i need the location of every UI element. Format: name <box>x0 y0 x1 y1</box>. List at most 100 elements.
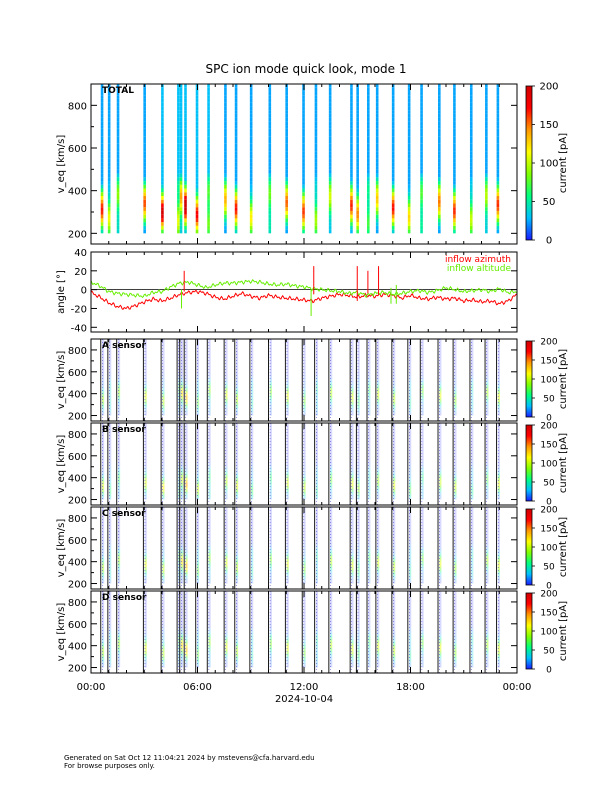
panel-b-scan-cell <box>117 455 121 458</box>
panel-b-scan-cell <box>315 480 319 483</box>
panel-total-scan-cell <box>184 169 187 174</box>
panel-total-scan-cell <box>179 98 183 103</box>
panel-a-scan-cell <box>454 402 457 405</box>
panel-a-scan-cell <box>368 346 371 349</box>
panel-c-scan-cell <box>377 577 380 580</box>
panel-total-scan-cell <box>234 169 238 174</box>
panel-b-scan-cell <box>377 438 380 441</box>
panel-total-scan-cell <box>453 184 456 189</box>
panel-c-scan-cell <box>330 524 333 527</box>
panel-b-scan-cell <box>357 476 360 479</box>
panel-total-scan-cell <box>195 210 199 215</box>
panel-b-scan-cell <box>251 424 254 427</box>
panel-b-scan-cell <box>185 486 188 489</box>
panel-c-scan-cell <box>185 531 188 534</box>
panel-b-scan-cell <box>486 486 489 489</box>
panel-c-scan-cell <box>101 537 105 540</box>
panel-c-scan-cell <box>303 549 306 551</box>
panel-total-scan-cell <box>314 95 318 99</box>
panel-b-scan-cell <box>409 444 412 446</box>
panel-total-scan-cell <box>249 184 253 189</box>
panel-a-scan-cell <box>225 363 228 366</box>
panel-total-scan-cell <box>161 199 164 204</box>
panel-total-scan-cell <box>328 128 332 133</box>
panel-total-scan-cell <box>268 192 272 196</box>
panel-total-scan-cell <box>391 229 395 234</box>
panel-a-scan-cell <box>144 344 147 347</box>
panel-a-scan-cell <box>162 396 165 399</box>
panel-b-scan-cell <box>162 455 165 458</box>
panel-a-scan-cell <box>162 402 165 405</box>
panel-a-scan-cell <box>269 348 272 351</box>
panel-b-scan-cell <box>421 442 424 445</box>
panel-c-scan-cell <box>368 537 371 540</box>
panel-total-scan-cell <box>328 229 332 234</box>
panel-a-scan-cell <box>497 392 500 395</box>
panel-total-scan-cell <box>302 207 305 211</box>
panel-b-scan-cell <box>421 449 424 452</box>
panel-a-scan-cell <box>144 392 147 395</box>
panel-c-scan-cell <box>185 514 188 517</box>
panel-a-scan-cell <box>286 346 289 349</box>
panel-b-scan-cell <box>439 459 442 462</box>
panel-total-scan-cell <box>234 84 238 88</box>
panel-a-scan-cell <box>393 409 396 412</box>
panel-a-scan-cell <box>351 361 354 364</box>
panel-c-scan-cell <box>235 508 239 511</box>
panel-b-scan-cell <box>357 472 360 475</box>
panel-b-scan-cell <box>315 463 319 466</box>
panel-total-scan-cell <box>268 225 272 230</box>
panel-total-scan-cell <box>285 113 288 118</box>
panel-total-scan-cell <box>195 106 199 111</box>
panel-c-scan-cell <box>357 577 360 580</box>
panel-a-scan-cell <box>439 346 442 349</box>
panel-b-scan-cell <box>196 497 200 500</box>
panel-b-scan-cell <box>315 453 319 456</box>
panel-total-scan-cell <box>367 128 370 133</box>
panel-c-scan-cell <box>269 507 272 509</box>
panel-b-scan-cell <box>393 438 396 441</box>
panel-b-scan-cell <box>144 449 147 452</box>
panel-c-scan-cell <box>225 514 228 517</box>
panel-a-scan-cell <box>471 404 474 406</box>
panel-a-scan-cell <box>357 383 360 385</box>
panel-total-scan-cell <box>407 110 411 114</box>
panel-c-scan-cell <box>315 545 319 548</box>
panel-a-scan-cell <box>351 396 354 399</box>
panel-a-scan-cell <box>454 358 457 361</box>
panel-total-scan-cell <box>285 106 288 111</box>
panel-b-scan-cell <box>357 426 360 429</box>
panel-a-scan-cell <box>180 344 184 347</box>
panel-b-scan-cell <box>109 459 112 462</box>
panel-a-scan-cell <box>180 409 184 412</box>
panel-a-scan-cell <box>377 352 380 355</box>
panel-total-scan-cell <box>143 143 146 148</box>
panel-a-scan-cell <box>303 404 306 406</box>
panel-a-scan-cell <box>235 369 239 372</box>
panel-total-scan-cell <box>485 128 488 133</box>
panel-total-scan-cell <box>367 151 370 155</box>
panel-total-scan-cell <box>356 147 359 152</box>
panel-a-scan-cell <box>235 394 239 397</box>
panel-b-scan-cell <box>454 463 457 466</box>
panel-total-scan-cell <box>485 87 488 92</box>
panel-total-scan-cell <box>367 173 370 178</box>
panel-a-scan-cell <box>117 402 121 405</box>
panel-a-scan-cell <box>109 392 112 395</box>
panel-c-scan-cell <box>368 512 371 515</box>
panel-total-scan-cell <box>453 147 456 152</box>
panel-total-scan-cell <box>350 121 353 126</box>
panel-b-scan-cell <box>208 447 211 450</box>
panel-a-scan-cell <box>109 350 112 353</box>
panel-b-scan-cell <box>421 474 424 477</box>
panel-b-scan-cell <box>162 465 165 467</box>
panel-b-scan-cell <box>180 488 184 490</box>
panel-c-scan-cell <box>357 535 360 538</box>
panel-b-scan-cell <box>486 484 489 487</box>
panel-a-scan-cell <box>109 398 112 401</box>
panel-a-scan-cell <box>351 411 354 414</box>
panel-a-scan-cell <box>109 404 112 406</box>
panel-b-scan-cell <box>303 495 306 498</box>
panel-b-scan-cell <box>377 423 380 425</box>
panel-a-scan-cell <box>109 352 112 355</box>
